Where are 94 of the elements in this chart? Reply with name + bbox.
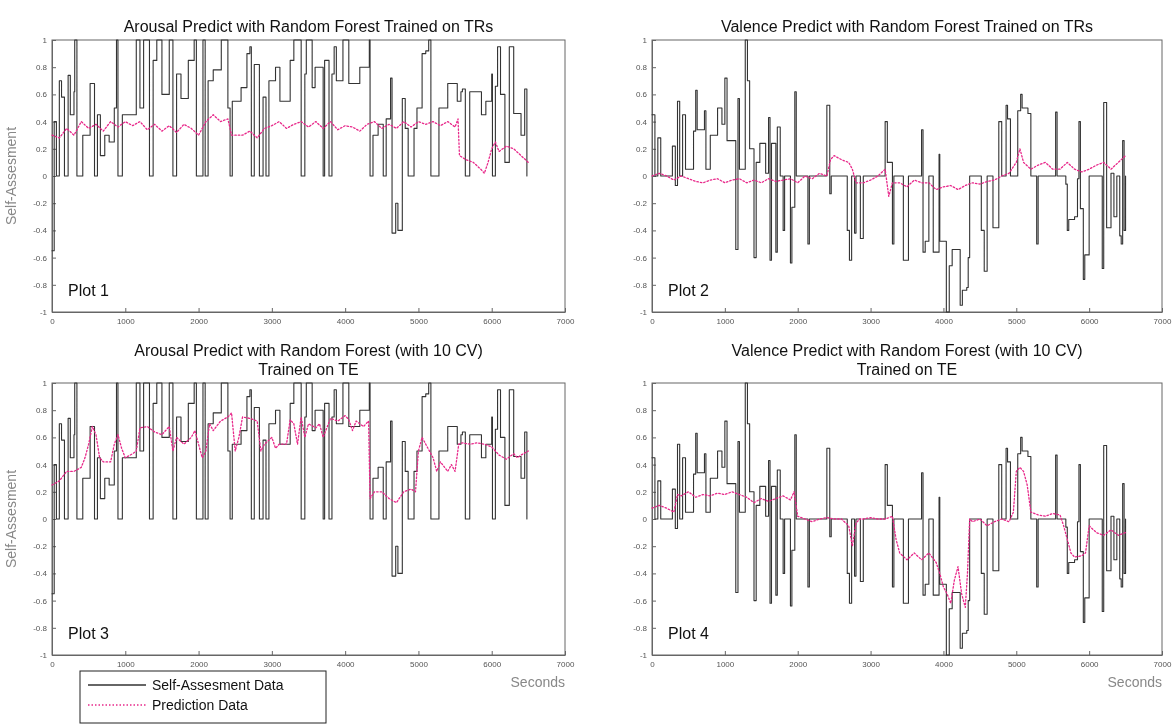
y-tick-label: 1 xyxy=(642,36,648,46)
y-tick-label: 0.8 xyxy=(635,406,648,416)
x-tick-label: 3000 xyxy=(263,316,282,326)
y-tick-label: 0.2 xyxy=(35,487,48,497)
chart-title: Valence Predict with Random Forest (with 10 CV) Trained on TE xyxy=(731,342,1083,378)
line-series xyxy=(651,466,1127,609)
y-tick-label: 0.2 xyxy=(635,487,648,497)
x-axis-title: Seconds xyxy=(1107,674,1162,690)
y-tick-label: 0.4 xyxy=(35,117,48,127)
y-tick-label: -0.6 xyxy=(633,253,648,263)
y-tick-label: -1 xyxy=(639,308,648,318)
y-tick-label: -0.6 xyxy=(33,253,48,263)
x-tick-label: 2000 xyxy=(190,659,209,669)
y-tick-label: -0.4 xyxy=(33,569,48,579)
x-tick-label: 5000 xyxy=(1007,659,1027,669)
y-tick-label: -0.2 xyxy=(33,542,48,552)
x-tick-label: 0 xyxy=(50,316,56,326)
x-tick-label: 2000 xyxy=(789,316,808,326)
x-tick-label: 4000 xyxy=(935,316,954,326)
x-tick-label: 1000 xyxy=(116,659,136,669)
x-axis-title: Seconds xyxy=(510,674,565,690)
x-tick-label: 3000 xyxy=(263,659,282,669)
legend-label: Self-Assesment Data xyxy=(152,677,284,693)
y-axis-title: Self-Assesment xyxy=(3,469,19,569)
y-tick-label: -0.2 xyxy=(33,199,48,209)
annotation: Plot 2 xyxy=(668,282,710,299)
legend-label: Prediction Data xyxy=(152,697,248,713)
y-tick-label: 0.2 xyxy=(635,144,648,154)
y-tick-label: 0.6 xyxy=(35,90,48,100)
x-tick-label: 0 xyxy=(650,659,656,669)
y-tick-label: 0.8 xyxy=(35,406,48,416)
y-tick-label: 1 xyxy=(42,379,48,389)
line-series xyxy=(51,114,530,174)
x-tick-label: 1000 xyxy=(716,659,735,669)
x-tick-label: 7000 xyxy=(556,316,575,326)
y-tick-label: -0.6 xyxy=(633,596,648,606)
y-tick-label: -1 xyxy=(639,651,648,661)
x-tick-label: 3000 xyxy=(862,316,881,326)
y-tick-label: 0.4 xyxy=(635,460,648,470)
y-tick-label: -1 xyxy=(39,651,48,661)
y-tick-label: 1 xyxy=(42,36,48,46)
y-tick-label: 0.8 xyxy=(635,63,648,73)
y-tick-label: -0.8 xyxy=(33,623,48,633)
x-tick-label: 5000 xyxy=(410,316,429,326)
x-tick-label: 3000 xyxy=(862,659,881,669)
annotation: Plot 1 xyxy=(68,282,110,299)
x-tick-label: 1000 xyxy=(716,316,735,326)
line-series xyxy=(651,148,1127,198)
chart-title: Valence Predict with Random Forest Trained on TRs xyxy=(720,18,1094,35)
x-tick-label: 6000 xyxy=(1080,316,1100,326)
chart-title: Arousal Predict with Random Forest (with 10 CV) Trained on TE xyxy=(134,342,483,378)
y-tick-label: 1 xyxy=(642,379,648,389)
y-tick-label: -0.4 xyxy=(33,226,48,236)
y-tick-label: -0.4 xyxy=(633,569,648,579)
x-tick-label: 5000 xyxy=(1007,316,1027,326)
y-tick-label: 0.2 xyxy=(35,144,48,154)
y-tick-label: -0.8 xyxy=(633,623,648,633)
y-tick-label: -0.2 xyxy=(633,199,648,209)
y-tick-label: -0.2 xyxy=(633,542,648,552)
x-tick-label: 6000 xyxy=(1080,659,1100,669)
y-tick-label: 0.8 xyxy=(35,63,48,73)
x-tick-label: 1000 xyxy=(116,316,136,326)
x-tick-label: 4000 xyxy=(336,659,356,669)
x-tick-label: 7000 xyxy=(1153,659,1172,669)
y-axis-title: Self-Assesment xyxy=(3,126,19,226)
y-tick-label: 0.6 xyxy=(635,90,648,100)
y-tick-label: 0 xyxy=(42,515,48,525)
x-tick-label: 0 xyxy=(650,316,656,326)
y-tick-label: 0.6 xyxy=(35,433,48,443)
y-tick-label: 0 xyxy=(642,515,648,525)
y-tick-label: 0.4 xyxy=(35,460,48,470)
chart-title: Arousal Predict with Random Forest Trained on TRs xyxy=(123,18,494,35)
x-tick-label: 6000 xyxy=(483,659,502,669)
x-tick-label: 7000 xyxy=(556,659,575,669)
x-tick-label: 7000 xyxy=(1153,316,1172,326)
x-tick-label: 4000 xyxy=(336,316,356,326)
x-tick-label: 5000 xyxy=(410,659,429,669)
y-tick-label: 0 xyxy=(642,172,648,182)
y-tick-label: -1 xyxy=(39,308,48,318)
x-tick-label: 4000 xyxy=(935,659,954,669)
y-tick-label: -0.6 xyxy=(33,596,48,606)
y-tick-label: 0.6 xyxy=(635,433,648,443)
x-tick-label: 6000 xyxy=(483,316,502,326)
x-tick-label: 2000 xyxy=(190,316,209,326)
x-tick-label: 2000 xyxy=(789,659,808,669)
y-tick-label: -0.8 xyxy=(33,280,48,290)
y-tick-label: -0.8 xyxy=(633,280,648,290)
y-tick-label: 0 xyxy=(42,172,48,182)
line-series xyxy=(51,412,530,504)
x-tick-label: 0 xyxy=(50,659,56,669)
y-tick-label: 0.4 xyxy=(635,117,648,127)
annotation: Plot 3 xyxy=(68,625,110,642)
y-tick-label: -0.4 xyxy=(633,226,648,236)
annotation: Plot 4 xyxy=(668,625,710,642)
